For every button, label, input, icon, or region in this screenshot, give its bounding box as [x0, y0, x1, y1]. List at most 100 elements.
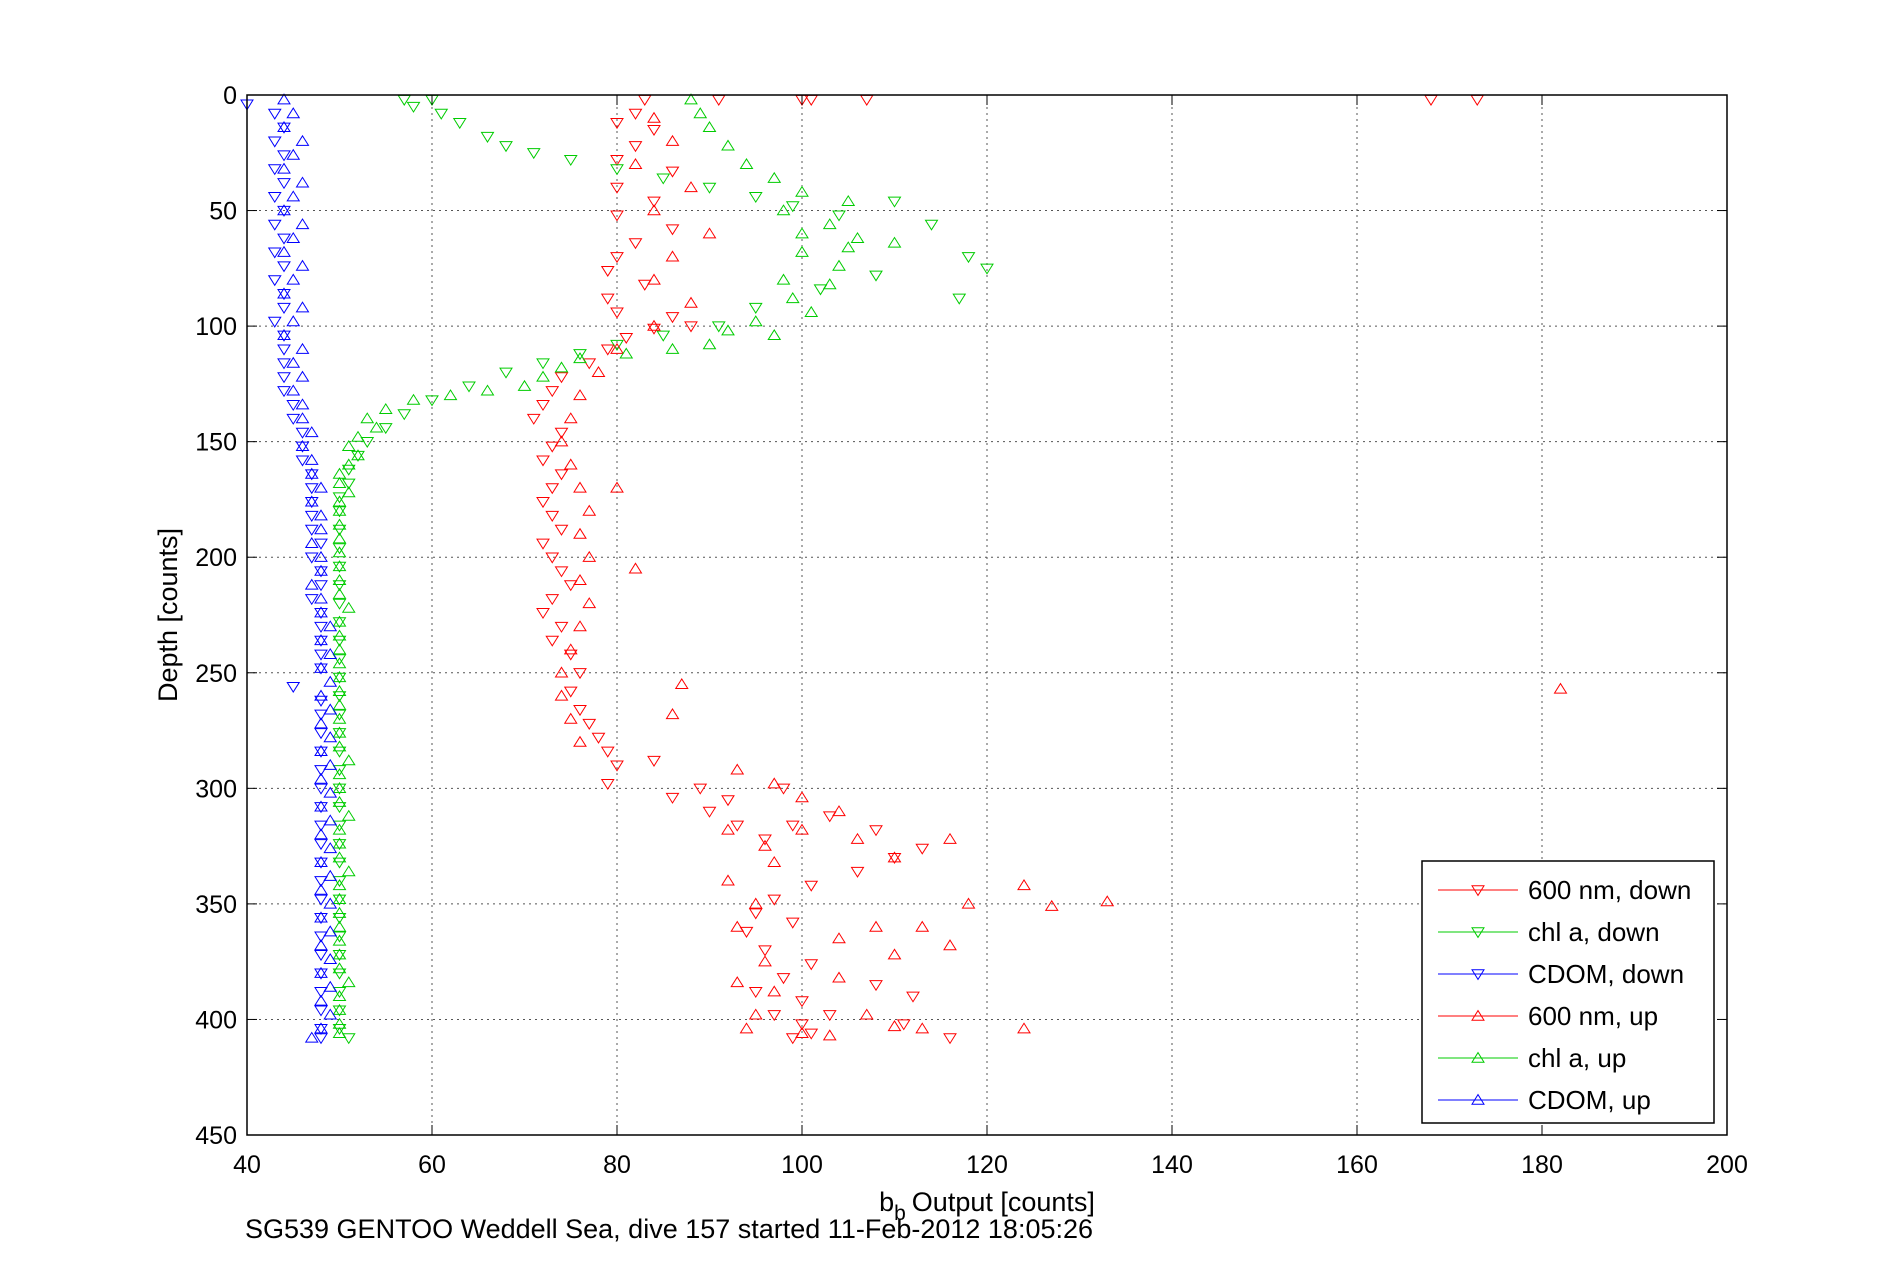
data-point — [859, 1008, 874, 1020]
data-point — [462, 381, 476, 393]
data-point — [277, 93, 291, 105]
data-point — [323, 1008, 338, 1020]
data-point — [767, 777, 782, 789]
data-point — [573, 389, 587, 401]
data-point — [314, 911, 328, 923]
data-point — [332, 615, 347, 627]
data-point — [295, 398, 310, 410]
data-point — [332, 746, 347, 758]
data-point — [517, 379, 532, 391]
data-point — [656, 330, 671, 342]
data-point — [647, 319, 661, 331]
data-point — [277, 372, 291, 384]
data-point — [832, 259, 846, 271]
data-point — [332, 876, 347, 888]
data-point — [277, 261, 291, 273]
data-point — [286, 681, 301, 693]
data-point — [332, 906, 347, 918]
data-point — [665, 224, 680, 236]
data-point — [304, 495, 319, 507]
data-point — [277, 121, 291, 133]
data-point — [813, 284, 828, 296]
data-point — [776, 273, 791, 285]
data-point — [267, 247, 282, 259]
data-point — [887, 236, 902, 248]
data-point — [277, 233, 291, 245]
series-600-nm-up — [554, 111, 1568, 1041]
data-point — [795, 227, 809, 239]
data-point — [286, 315, 301, 327]
data-point — [332, 1005, 347, 1017]
data-point — [332, 934, 347, 946]
data-point — [314, 649, 328, 661]
data-point — [332, 657, 347, 669]
data-point — [323, 897, 338, 909]
data-point — [665, 342, 680, 354]
data-point — [452, 118, 467, 130]
data-point — [841, 241, 856, 253]
data-point — [721, 795, 735, 807]
data-point — [961, 897, 976, 909]
data-point — [332, 573, 347, 586]
data-point — [314, 661, 328, 673]
data-point — [795, 185, 809, 197]
data-point — [277, 302, 291, 314]
data-point — [767, 329, 782, 341]
data-point — [582, 550, 597, 562]
data-point — [693, 107, 708, 119]
data-point — [758, 834, 772, 846]
data-point — [314, 931, 328, 943]
data-point — [286, 273, 301, 285]
x-axis-label-text: Output [counts] — [912, 1187, 1095, 1217]
x-axis-label-symbol: b — [879, 1187, 894, 1217]
legend-box — [1421, 860, 1715, 1124]
data-point — [1100, 895, 1115, 907]
data-point — [1044, 899, 1059, 911]
y-tick-label: 450 — [195, 1122, 237, 1150]
legend-item: 600 nm, up — [1438, 1001, 1658, 1031]
y-tick-label: 50 — [209, 198, 237, 226]
data-point — [314, 772, 328, 784]
data-point — [267, 164, 282, 176]
data-point — [600, 265, 615, 277]
data-point — [804, 959, 819, 971]
data-point — [721, 874, 735, 886]
data-point — [425, 395, 439, 407]
data-point — [767, 1010, 782, 1022]
data-point — [277, 178, 291, 190]
data-point — [795, 996, 809, 1008]
data-point — [332, 913, 347, 925]
data-point — [869, 980, 883, 992]
x-tick-label: 100 — [781, 1151, 823, 1179]
x-tick-label: 60 — [418, 1151, 446, 1179]
data-point — [314, 728, 328, 740]
data-point — [748, 302, 763, 314]
data-point — [832, 932, 846, 944]
x-tick-label: 200 — [1706, 1151, 1748, 1179]
data-point — [378, 402, 393, 415]
data-point — [545, 386, 560, 398]
data-point — [582, 597, 597, 609]
data-point — [332, 671, 347, 683]
data-point — [314, 621, 328, 633]
data-point — [332, 476, 347, 488]
data-point — [600, 779, 615, 791]
data-point — [684, 181, 698, 193]
data-point — [748, 987, 763, 999]
data-point — [277, 287, 291, 299]
data-point — [332, 837, 347, 849]
data-point — [314, 523, 328, 535]
data-point — [924, 219, 939, 231]
data-point — [887, 852, 902, 865]
data-point — [647, 323, 661, 335]
data-point — [804, 305, 819, 317]
data-point — [748, 1008, 763, 1020]
data-point — [332, 532, 347, 544]
data-point — [267, 108, 282, 120]
data-point — [785, 917, 800, 929]
x-tick-label: 140 — [1151, 1151, 1193, 1179]
data-point — [332, 643, 347, 655]
data-point — [573, 527, 587, 539]
data-point — [758, 955, 772, 967]
data-point — [480, 384, 495, 396]
